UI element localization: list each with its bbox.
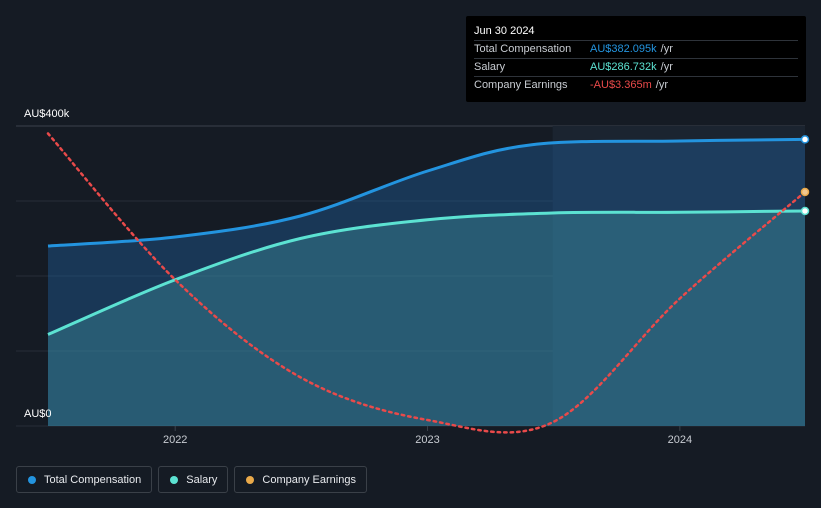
legend: Total Compensation Salary Company Earnin… bbox=[16, 466, 367, 493]
tooltip-unit: /yr bbox=[660, 61, 673, 73]
tooltip: Jun 30 2024 Total Compensation AU$382.09… bbox=[466, 16, 806, 102]
legend-dot-icon bbox=[170, 475, 179, 484]
total-compensation-endpoint bbox=[800, 135, 810, 144]
tooltip-value: -AU$3.365m bbox=[590, 79, 652, 91]
y-axis-max-label: AU$400k bbox=[24, 108, 70, 120]
legend-label: Salary bbox=[186, 473, 218, 486]
tooltip-label: Salary bbox=[474, 61, 506, 73]
legend-label: Company Earnings bbox=[262, 473, 356, 486]
company-earnings-line bbox=[46, 132, 807, 434]
company-earnings-endpoint bbox=[800, 187, 810, 197]
total-compensation-line bbox=[47, 137, 806, 248]
legend-label: Total Compensation bbox=[44, 473, 142, 486]
x-tick-label: 2023 bbox=[415, 434, 439, 446]
recent-period-shade bbox=[552, 126, 805, 426]
tooltip-row-salary: Salary AU$286.732k /yr bbox=[474, 59, 798, 77]
legend-item-company-earnings[interactable]: Company Earnings bbox=[234, 466, 367, 493]
legend-item-total-compensation[interactable]: Total Compensation bbox=[16, 466, 153, 493]
tooltip-row-company-earnings: Company Earnings -AU$3.365m /yr bbox=[474, 77, 798, 94]
tooltip-value: AU$286.732k bbox=[590, 61, 657, 73]
tooltip-unit: /yr bbox=[655, 79, 668, 91]
salary-area bbox=[48, 210, 805, 426]
legend-item-salary[interactable]: Salary bbox=[158, 466, 229, 493]
tooltip-row-total-compensation: Total Compensation AU$382.095k /yr bbox=[474, 41, 798, 59]
legend-dot-icon bbox=[28, 475, 36, 484]
tooltip-date: Jun 30 2024 bbox=[474, 22, 798, 41]
tooltip-label: Total Compensation bbox=[474, 43, 572, 55]
salary-endpoint bbox=[800, 206, 810, 216]
x-tick-label: 2022 bbox=[163, 434, 187, 446]
tooltip-unit: /yr bbox=[660, 43, 673, 55]
legend-dot-icon bbox=[246, 475, 255, 484]
tooltip-label: Company Earnings bbox=[474, 79, 568, 91]
y-axis-min-label: AU$0 bbox=[24, 408, 52, 420]
tooltip-value: AU$382.095k bbox=[590, 43, 657, 55]
x-tick-label: 2024 bbox=[668, 434, 692, 446]
